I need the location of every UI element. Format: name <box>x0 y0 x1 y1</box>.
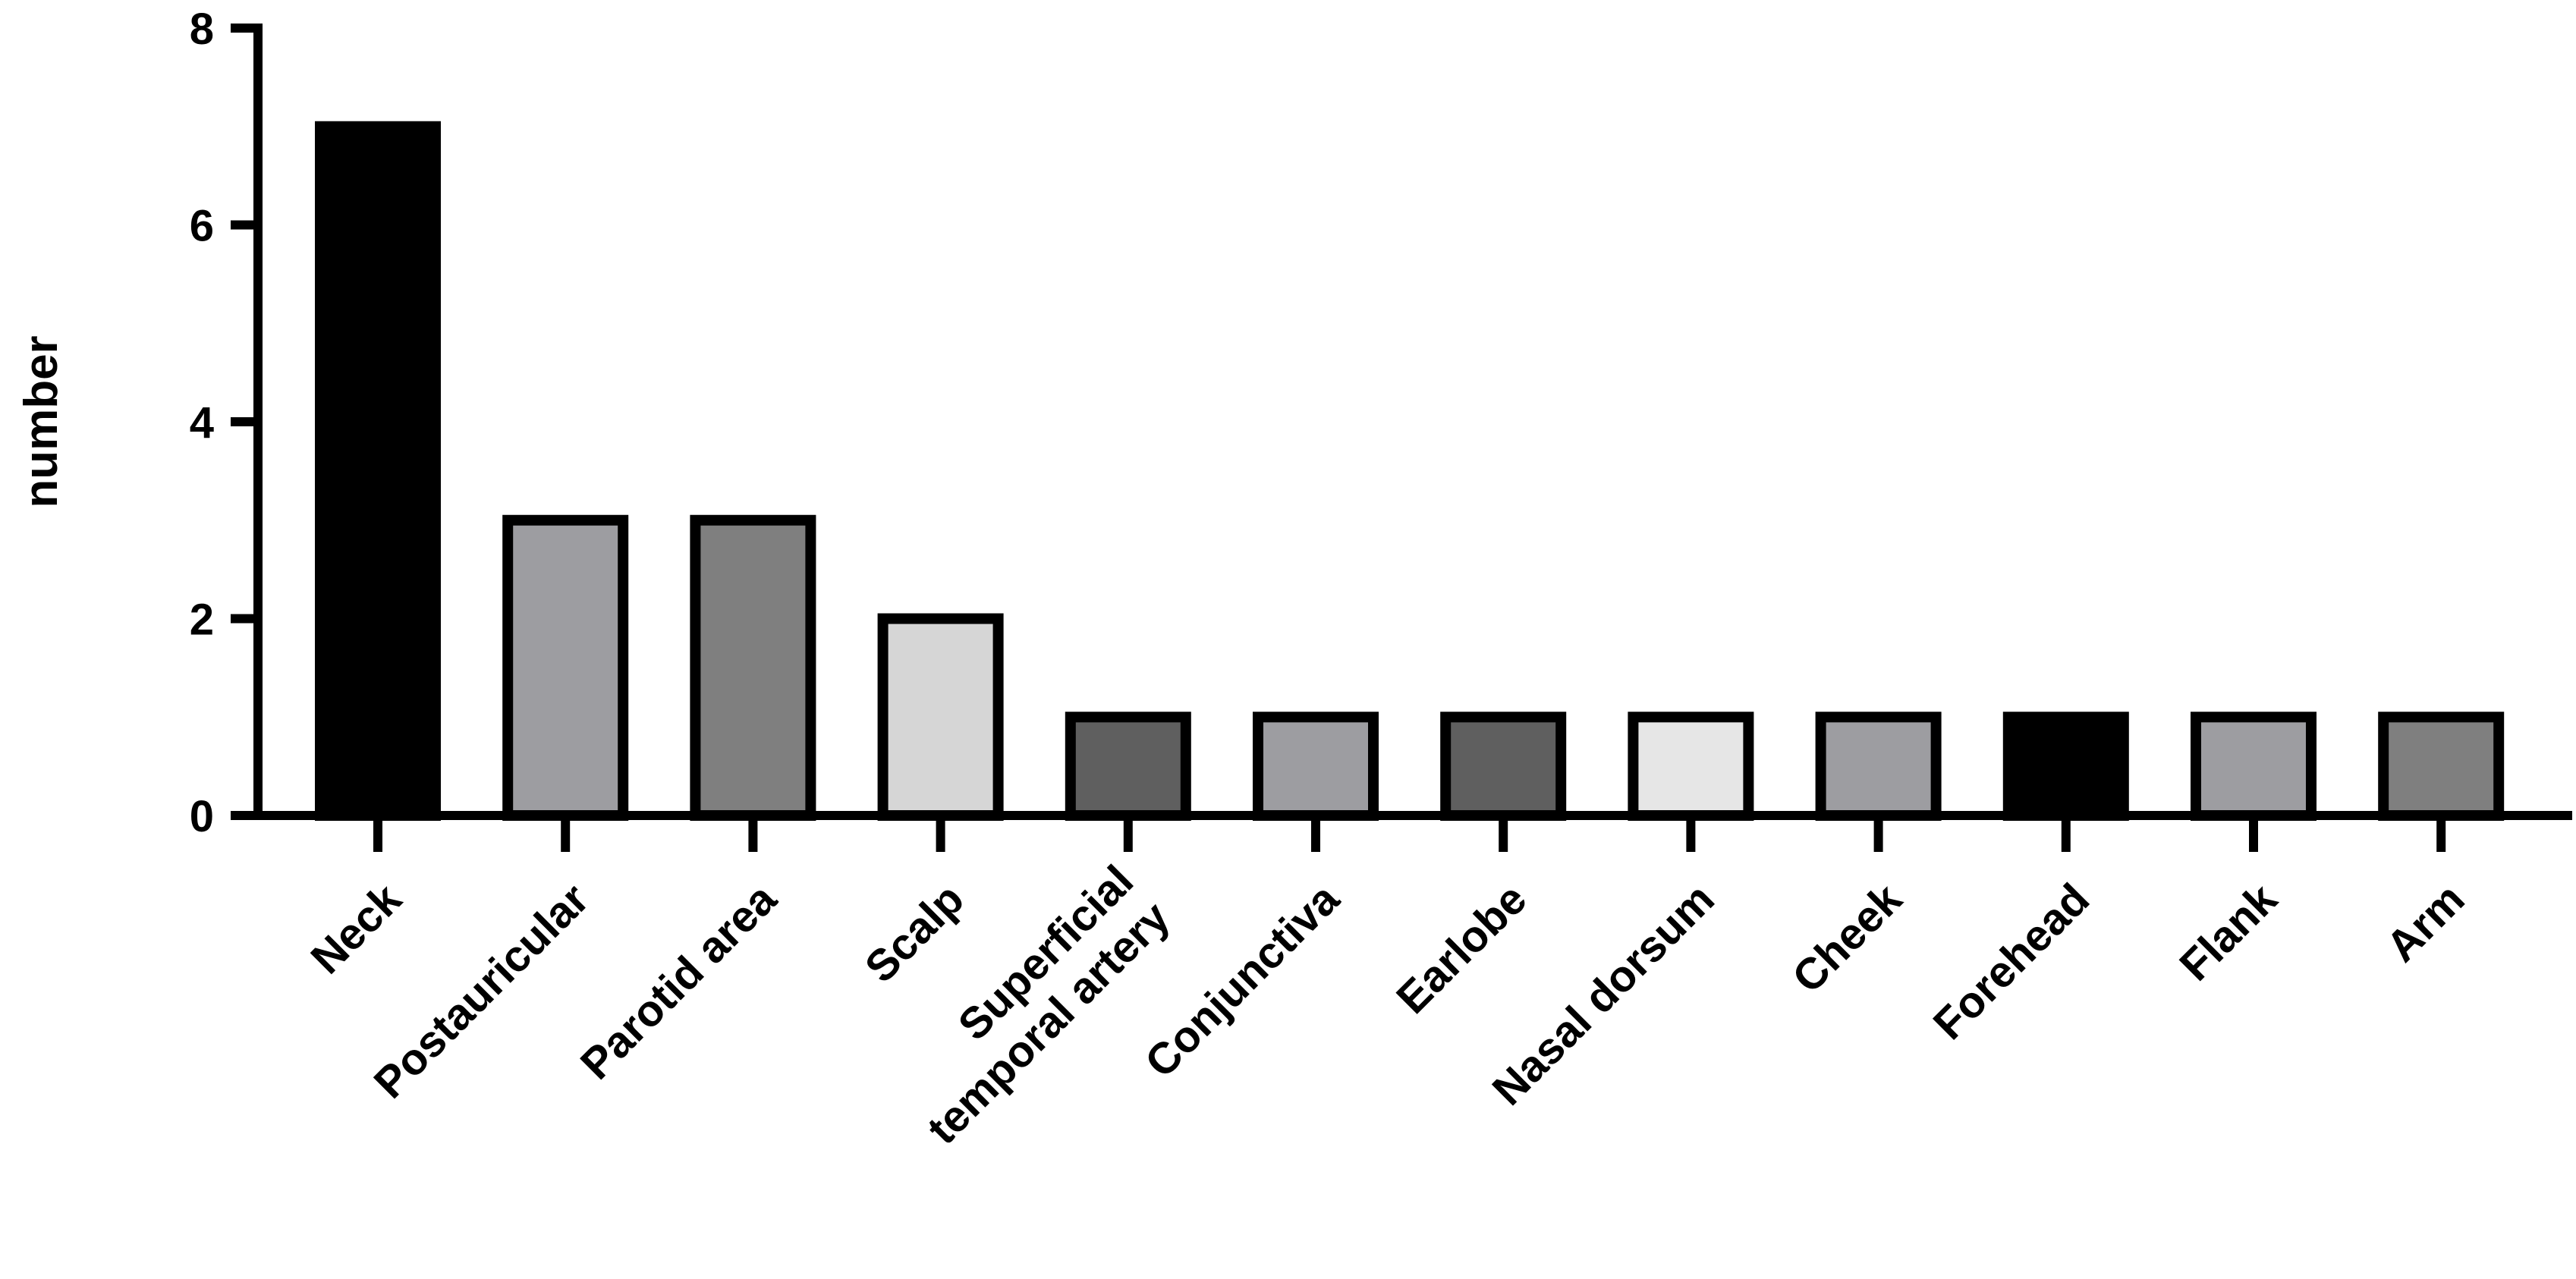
x-category-label-9: Forehead <box>1924 874 2099 1049</box>
x-category-label-0: Neck <box>301 874 411 984</box>
bar-3 <box>877 613 1004 821</box>
bar-8 <box>1815 712 1942 821</box>
x-category-label-0-line-0: Neck <box>301 874 411 984</box>
x-category-label-2: Parotid area <box>571 874 787 1089</box>
y-tick-label-4: 8 <box>190 5 214 54</box>
bar-5 <box>1253 712 1379 821</box>
x-category-label-8-line-0: Cheek <box>1783 874 1912 1003</box>
x-category-label-3-line-0: Scalp <box>856 874 973 991</box>
x-category-label-10: Flank <box>2170 874 2287 991</box>
x-category-label-10-line-0: Flank <box>2170 874 2287 991</box>
x-category-label-11-line-0: Arm <box>2377 874 2474 971</box>
y-axis-title: number <box>15 335 68 508</box>
y-tick-label-3: 6 <box>190 202 214 251</box>
bar-2 <box>690 514 816 821</box>
bar-10 <box>2191 712 2317 821</box>
bar-1 <box>502 514 629 821</box>
bar-7 <box>1628 712 1754 821</box>
bar-4 <box>1065 712 1191 821</box>
x-category-label-8: Cheek <box>1783 874 1912 1003</box>
x-category-label-6: Earlobe <box>1387 874 1536 1023</box>
bars <box>315 121 2505 821</box>
bar-0 <box>315 121 441 821</box>
x-category-label-5: Conjunctiva <box>1136 874 1349 1087</box>
bar-11 <box>2378 712 2505 821</box>
x-category-label-6-line-0: Earlobe <box>1387 874 1536 1023</box>
x-category-label-2-line-0: Parotid area <box>571 874 787 1089</box>
y-tick-label-2: 4 <box>190 398 214 448</box>
x-category-label-11: Arm <box>2377 874 2474 971</box>
x-category-label-5-line-0: Conjunctiva <box>1136 874 1349 1087</box>
bar-6 <box>1440 712 1567 821</box>
x-category-label-9-line-0: Forehead <box>1924 874 2099 1049</box>
y-tick-label-0: 0 <box>190 792 214 841</box>
x-category-label-3: Scalp <box>856 874 973 991</box>
axes <box>231 24 2572 852</box>
y-tick-label-1: 2 <box>190 596 214 645</box>
bar-9 <box>2002 712 2129 821</box>
